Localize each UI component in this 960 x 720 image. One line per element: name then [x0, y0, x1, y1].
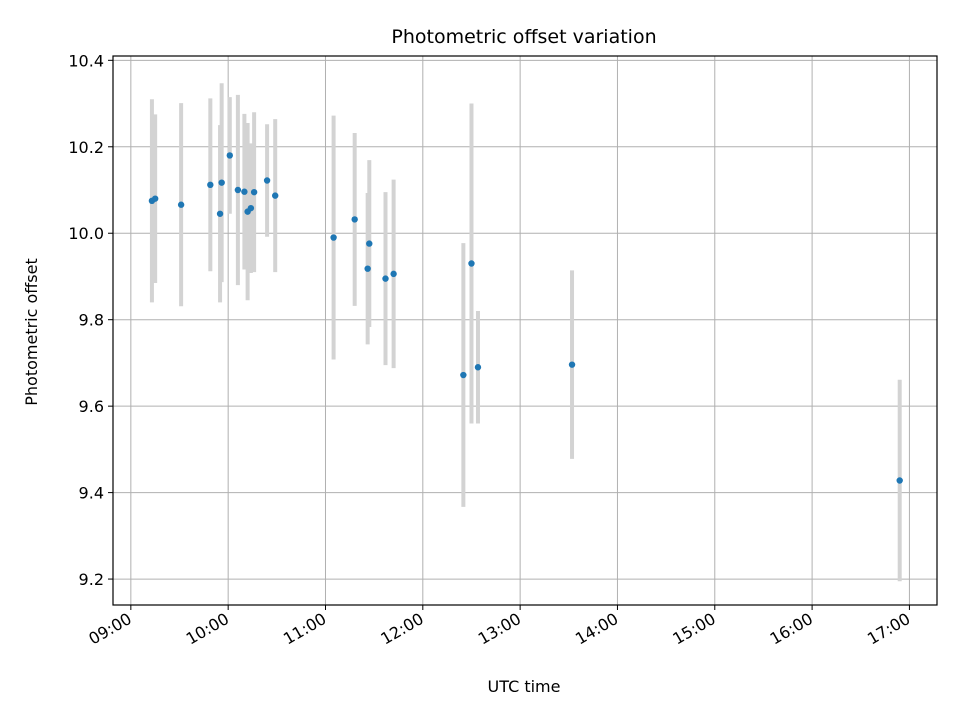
data-point [250, 188, 258, 196]
data-point [177, 201, 185, 208]
y-tick-label: 9.6 [79, 397, 104, 416]
data-point [568, 361, 576, 368]
data-points [148, 152, 903, 484]
data-point [207, 181, 214, 189]
chart-title: Photometric offset variation [391, 26, 656, 48]
data-point [468, 260, 475, 267]
data-point [263, 177, 271, 184]
data-point [474, 364, 482, 371]
data-point [247, 204, 255, 212]
y-tick-label: 10.4 [68, 51, 104, 70]
y-tick-label: 10.2 [68, 138, 104, 157]
data-point [234, 186, 242, 194]
data-point [364, 265, 371, 272]
y-tick-label: 10.0 [68, 224, 104, 243]
data-point [218, 179, 225, 186]
data-point [272, 192, 279, 199]
data-point [330, 234, 337, 241]
data-point [151, 195, 159, 202]
y-tick-label: 9.8 [79, 311, 104, 330]
y-axis-label: Photometric offset [22, 258, 41, 406]
data-point [382, 275, 389, 282]
y-axis-ticks: 9.2 9.4 9.6 9.8 10.0 10.2 10.4 [68, 51, 113, 589]
y-tick-label: 9.2 [79, 570, 104, 589]
data-point [351, 216, 358, 223]
grid-lines [113, 56, 937, 605]
data-point [366, 240, 373, 247]
y-tick-label: 9.4 [79, 484, 104, 503]
data-point [390, 270, 397, 278]
x-axis-label: UTC time [488, 677, 561, 696]
data-point [216, 210, 224, 217]
plot-frame [112, 55, 938, 606]
data-point [226, 152, 233, 159]
data-point [241, 188, 248, 195]
data-point [896, 477, 903, 484]
data-point [460, 371, 467, 379]
